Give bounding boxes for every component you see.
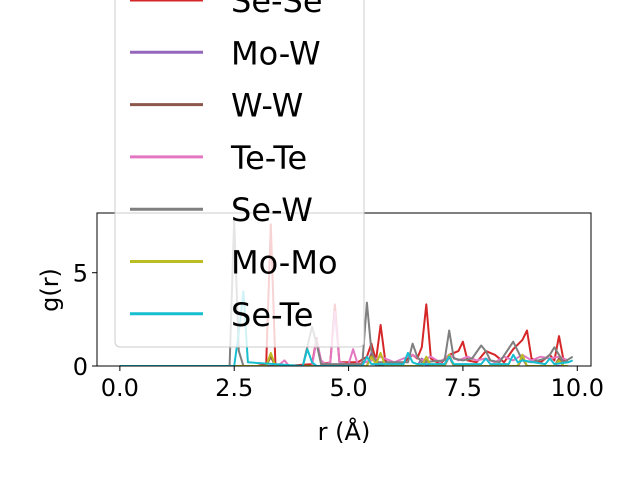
legend-label-te-te: Te-Te (230, 139, 307, 177)
y-tick-label: 0 (73, 353, 88, 381)
x-tick-label: 7.5 (444, 374, 482, 402)
x-tick-label: 0.0 (101, 374, 139, 402)
series-line-se-te (119, 290, 574, 366)
x-axis: 0.0 2.5 5.0 7.5 10.0 (101, 366, 604, 402)
x-tick-label: 10.0 (551, 374, 604, 402)
y-tick-label: 5 (73, 260, 88, 288)
legend-label-w-w: W-W (231, 87, 303, 125)
legend-label-se-se: Se-Se (231, 0, 323, 20)
legend: Se-Se Mo-W W-W Te-Te Se-W Mo-Mo Se-Te (114, 0, 365, 348)
legend-label-se-w: Se-W (231, 191, 313, 229)
legend-label-mo-w: Mo-W (231, 34, 321, 72)
x-tick-label: 2.5 (215, 374, 253, 402)
legend-label-mo-mo: Mo-Mo (231, 244, 338, 282)
legend-label-se-te: Se-Te (231, 296, 313, 334)
x-tick-label: 5.0 (329, 374, 367, 402)
x-axis-label: r (Å) (318, 417, 371, 446)
y-axis-label: g(r) (36, 268, 64, 312)
y-axis: 05 (73, 260, 97, 381)
series-line-mo-mo (119, 351, 569, 366)
